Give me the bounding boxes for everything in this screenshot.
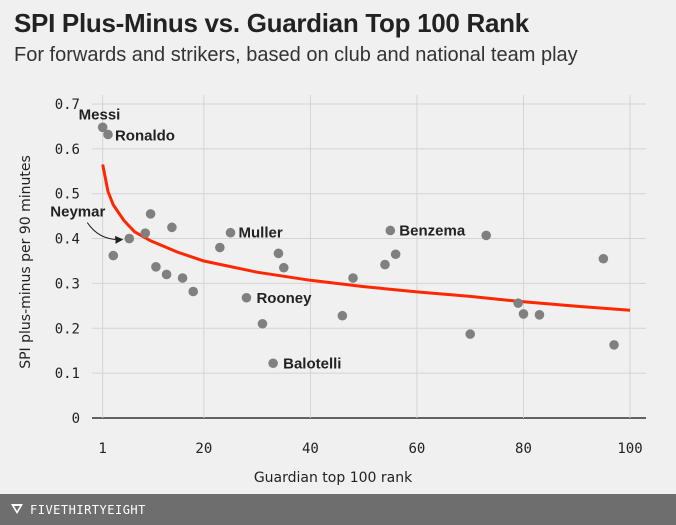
y-tick-label: 0.5 (55, 187, 80, 203)
data-points (97, 122, 619, 369)
fivethirtyeight-logo-icon (11, 504, 23, 514)
data-point (97, 122, 108, 133)
chart-title: SPI Plus-Minus vs. Guardian Top 100 Rank (14, 8, 529, 38)
data-point (273, 248, 284, 259)
data-point (167, 222, 177, 233)
y-tick-label: 0.2 (55, 321, 80, 337)
data-point (188, 286, 199, 297)
trend-line (101, 164, 631, 312)
data-point (390, 249, 401, 260)
y-tick-label: 0.4 (55, 232, 80, 248)
data-point (124, 233, 135, 244)
y-tick-label: 0.1 (55, 366, 80, 382)
annotation-label: Benzema (399, 222, 466, 239)
annotation-label: Neymar (50, 204, 105, 221)
data-point (598, 253, 609, 264)
x-tick-label: 20 (195, 441, 212, 457)
y-tick-label: 0.3 (55, 276, 80, 292)
data-point (534, 310, 545, 320)
grid-lines (92, 95, 646, 419)
scatter-chart: 0 0.1 0.2 0.3 0.4 0.5 0.6 0.7 1 20 40 60 80 100 Messi… (18, 95, 646, 486)
footer-bar: FIVETHIRTYEIGHT (0, 494, 676, 525)
data-point (215, 242, 225, 253)
footer-brand: FIVETHIRTYEIGHT (30, 503, 146, 517)
data-point (145, 209, 156, 219)
annotation-label: Ronaldo (115, 127, 175, 144)
data-point (385, 225, 396, 236)
data-point (518, 309, 529, 319)
x-tick-label: 60 (409, 441, 426, 457)
data-point (380, 259, 390, 270)
y-tick-label: 0.6 (55, 142, 80, 158)
y-tick-label: 0 (72, 411, 80, 427)
annotation-label: Balotelli (283, 355, 341, 372)
annotation-label: Muller (239, 225, 283, 242)
x-tick-label: 1 (98, 441, 106, 457)
data-point (257, 318, 268, 329)
data-point (609, 340, 619, 350)
x-tick-label: 80 (515, 441, 532, 457)
data-point (513, 298, 523, 308)
annotation-label: Messi (79, 106, 121, 123)
data-point (103, 129, 113, 140)
y-axis-label: SPI plus-minus per 90 minutes (18, 155, 34, 369)
data-point (481, 230, 491, 241)
data-point (225, 227, 236, 238)
data-point (337, 310, 348, 321)
data-point (108, 250, 119, 261)
data-point (161, 269, 172, 280)
data-point (151, 262, 161, 272)
annotation-label: Rooney (256, 290, 312, 307)
data-point (348, 273, 358, 283)
data-point (140, 228, 151, 238)
x-tick-label: 40 (302, 441, 319, 457)
chart-subtitle: For forwards and strikers, based on club… (14, 44, 578, 66)
x-tick-label: 100 (617, 441, 642, 457)
data-point (241, 292, 252, 303)
data-point (268, 358, 278, 369)
data-point (177, 273, 188, 283)
data-point (278, 262, 289, 273)
data-point (465, 329, 476, 339)
x-axis-label: Guardian top 100 rank (254, 470, 413, 486)
y-tick-label: 0.7 (55, 97, 80, 113)
annotation-arrow (86, 222, 124, 244)
annotations: Messi Ronaldo Neymar Muller Benzema Rooney Bal… (50, 106, 466, 372)
axis-ticks: 0 0.1 0.2 0.3 0.4 0.5 0.6 0.7 1 20 40 60 80 100 (55, 97, 643, 457)
